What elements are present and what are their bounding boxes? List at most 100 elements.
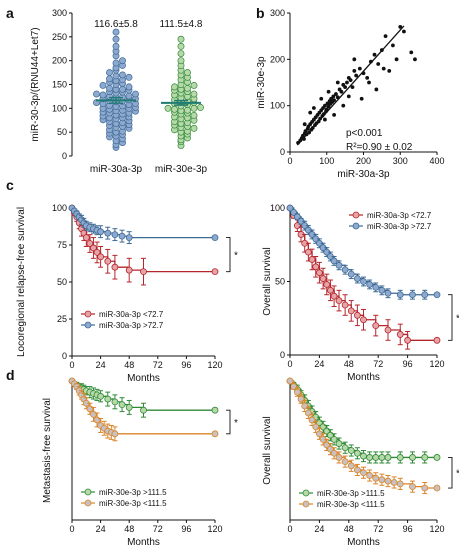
x-tick-label: 120 (207, 524, 222, 534)
x-tick-label: 48 (124, 360, 134, 370)
data-point (346, 94, 351, 99)
legend-entry: miR-30e-3p <111.5 (317, 500, 385, 509)
censor-marker (378, 286, 386, 294)
censor-marker (297, 395, 305, 403)
censor-marker (366, 454, 374, 461)
legend-entry: miR-30a-3p >72.7 (99, 321, 164, 330)
data-point (332, 113, 336, 117)
x-tick-label: 120 (429, 359, 444, 369)
x-tick-label: 24 (96, 360, 106, 370)
data-point (132, 90, 139, 98)
x-tick-label: 0 (69, 360, 74, 370)
censor-marker (104, 395, 112, 403)
censor-marker (372, 322, 380, 330)
censor-marker (347, 447, 355, 454)
data-point (184, 106, 191, 114)
censor-marker (378, 454, 386, 461)
censor-marker (330, 449, 338, 457)
data-point (177, 42, 185, 50)
y-tick-label: 50 (57, 277, 67, 287)
censor-marker (433, 484, 441, 492)
censor-marker (360, 452, 367, 460)
data-point (348, 78, 353, 83)
x-tick-label: 24 (314, 359, 324, 369)
y-tick-label: 0 (62, 151, 67, 161)
data-point (112, 59, 120, 67)
y-tick-label: 0 (62, 351, 67, 361)
censor-marker (421, 291, 429, 299)
data-point (367, 80, 371, 85)
significance-bracket (226, 237, 231, 273)
censor-marker (125, 404, 133, 411)
y-axis-label: Locoregional relapse-free survival (16, 207, 27, 357)
data-point (164, 104, 172, 112)
panel-label: b (256, 5, 265, 21)
censor-marker (353, 311, 361, 319)
legend-entry: miR-30e-3p >111.5 (99, 488, 167, 497)
y-tick-label: 50 (57, 127, 67, 137)
data-point (190, 124, 198, 132)
significance-bracket (226, 409, 231, 435)
x-axis-label: Months (347, 372, 380, 383)
censor-marker (97, 228, 104, 236)
censor-marker (211, 268, 219, 276)
data-point (184, 84, 191, 92)
censor-marker (335, 440, 343, 447)
data-point (177, 35, 185, 43)
data-point (413, 57, 417, 62)
data-point (383, 34, 388, 39)
censor-marker (372, 454, 380, 461)
censor-marker (384, 477, 392, 485)
censor-marker (286, 204, 294, 212)
x-tick-label: 72 (153, 524, 163, 534)
data-point (190, 112, 198, 119)
censor-marker (111, 263, 119, 271)
censor-marker (366, 281, 374, 288)
x-tick-label: 0 (69, 524, 74, 534)
censor-marker (433, 291, 441, 299)
x-tick-label: 300 (393, 156, 408, 166)
x-tick-label: 72 (373, 359, 383, 369)
censor-marker (211, 430, 219, 438)
censor-marker (433, 336, 441, 344)
significance-marker: * (456, 314, 459, 325)
data-point (335, 80, 340, 85)
category-label: miR-30a-3p (90, 164, 143, 175)
data-point (376, 62, 381, 66)
data-point (311, 106, 316, 110)
data-point (106, 84, 113, 92)
censor-marker (409, 291, 416, 299)
censor-marker (290, 383, 298, 390)
data-point (184, 69, 191, 77)
censor-marker (384, 326, 392, 334)
data-point (112, 42, 120, 50)
data-point (352, 57, 357, 62)
censor-marker (97, 392, 104, 400)
censor-marker (372, 283, 380, 291)
censor-marker (396, 480, 404, 488)
legend-swatch-marker (302, 500, 310, 508)
legend-entry: miR-30a-3p <72.7 (367, 211, 432, 220)
censor-marker (335, 261, 343, 269)
censor-marker (347, 270, 355, 278)
data-point (391, 43, 395, 48)
data-point (119, 57, 126, 65)
x-tick-label: 200 (356, 156, 371, 166)
censor-marker (211, 406, 219, 414)
summary-label: 116.6±5.8 (94, 19, 138, 30)
panel-label: c (6, 177, 14, 193)
data-point (409, 50, 414, 55)
censor-marker (104, 257, 112, 265)
y-tick-label: 50 (275, 277, 285, 287)
censor-marker (111, 398, 119, 406)
x-tick-label: 96 (403, 524, 413, 534)
censor-marker (360, 316, 367, 324)
censor-marker (293, 388, 301, 396)
data-point (332, 98, 336, 103)
y-tick-label: 0 (280, 147, 285, 157)
data-point (308, 110, 313, 115)
censor-marker (353, 275, 361, 282)
legend-entry: miR-30a-3p >72.7 (367, 222, 432, 231)
censor-marker (347, 462, 355, 470)
